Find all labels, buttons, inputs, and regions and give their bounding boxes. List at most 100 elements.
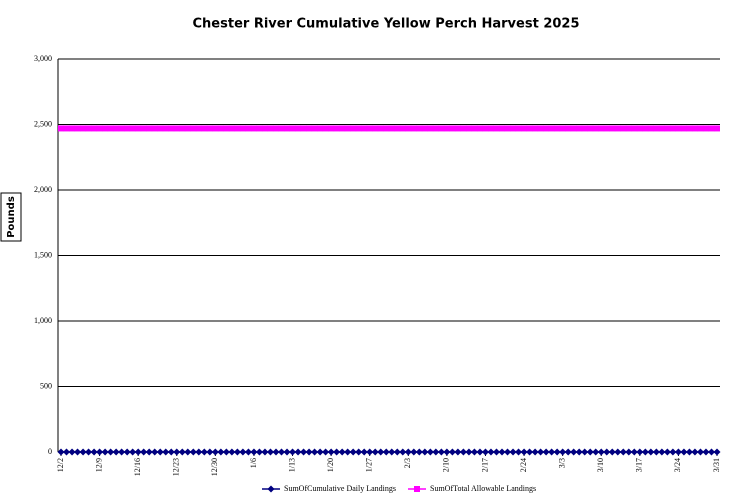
marker xyxy=(553,448,561,456)
y-tick-label: 2,500 xyxy=(34,119,52,128)
marker xyxy=(300,448,308,456)
marker xyxy=(432,448,440,456)
marker xyxy=(636,448,644,456)
y-tick-label: 500 xyxy=(40,381,52,390)
marker xyxy=(586,448,594,456)
marker xyxy=(338,448,346,456)
marker xyxy=(112,448,120,456)
marker xyxy=(107,448,115,456)
marker xyxy=(211,448,219,456)
marker xyxy=(465,125,472,132)
marker xyxy=(498,448,506,456)
x-tick-label: 2/3 xyxy=(403,458,412,468)
marker xyxy=(278,448,286,456)
marker xyxy=(570,125,577,132)
x-tick-label: 1/6 xyxy=(249,458,258,468)
marker xyxy=(383,125,390,132)
marker xyxy=(515,125,522,132)
marker xyxy=(465,448,473,456)
marker xyxy=(328,125,335,132)
marker xyxy=(102,125,109,132)
marker xyxy=(267,125,274,132)
x-tick-label: 3/24 xyxy=(673,458,682,472)
marker xyxy=(129,125,136,132)
marker xyxy=(68,448,76,456)
marker xyxy=(223,125,230,132)
marker xyxy=(619,448,627,456)
marker xyxy=(316,448,324,456)
marker xyxy=(471,125,478,132)
marker xyxy=(570,448,578,456)
marker xyxy=(499,125,506,132)
marker xyxy=(294,448,302,456)
marker xyxy=(686,125,693,132)
marker xyxy=(339,125,346,132)
marker xyxy=(140,125,147,132)
marker xyxy=(537,448,545,456)
marker xyxy=(548,125,555,132)
marker xyxy=(366,125,373,132)
y-label-box xyxy=(0,192,22,242)
marker xyxy=(74,125,81,132)
marker xyxy=(228,125,235,132)
marker xyxy=(96,125,103,132)
marker xyxy=(96,448,104,456)
marker xyxy=(454,448,462,456)
marker xyxy=(272,125,279,132)
marker xyxy=(178,448,186,456)
marker xyxy=(388,448,396,456)
x-tick-label: 3/10 xyxy=(596,458,605,472)
marker xyxy=(317,125,324,132)
marker xyxy=(173,125,180,132)
marker xyxy=(481,448,489,456)
y-tick-label: 1,000 xyxy=(34,316,52,325)
marker xyxy=(85,448,93,456)
marker xyxy=(581,125,588,132)
y-tick-label: 0 xyxy=(48,447,52,456)
marker xyxy=(509,448,517,456)
marker xyxy=(118,125,125,132)
x-tick-label: 1/20 xyxy=(326,458,335,472)
x-tick-label: 3/3 xyxy=(557,458,566,468)
marker xyxy=(658,448,666,456)
marker xyxy=(510,125,517,132)
marker xyxy=(669,125,676,132)
marker xyxy=(361,125,368,132)
marker xyxy=(702,448,710,456)
marker xyxy=(228,448,236,456)
marker xyxy=(680,448,688,456)
marker xyxy=(647,125,654,132)
x-tick-label: 1/13 xyxy=(287,458,296,472)
marker xyxy=(614,125,621,132)
marker xyxy=(355,125,362,132)
marker xyxy=(118,448,126,456)
y-tick-label: 3,000 xyxy=(34,54,52,63)
marker xyxy=(179,125,186,132)
marker xyxy=(295,125,302,132)
marker xyxy=(371,448,379,456)
marker xyxy=(344,125,351,132)
marker xyxy=(630,448,638,456)
marker xyxy=(427,125,434,132)
marker xyxy=(636,125,643,132)
marker xyxy=(261,125,268,132)
marker xyxy=(372,125,379,132)
marker xyxy=(311,448,319,456)
marker xyxy=(284,125,291,132)
marker xyxy=(244,448,252,456)
marker xyxy=(487,125,494,132)
marker xyxy=(504,448,512,456)
marker xyxy=(201,125,208,132)
marker xyxy=(691,125,698,132)
marker xyxy=(432,125,439,132)
marker xyxy=(532,125,539,132)
marker xyxy=(554,125,561,132)
marker xyxy=(476,125,483,132)
marker xyxy=(261,448,269,456)
x-tick-label: 1/27 xyxy=(365,458,374,472)
marker xyxy=(377,125,384,132)
marker xyxy=(129,448,137,456)
marker xyxy=(300,125,307,132)
